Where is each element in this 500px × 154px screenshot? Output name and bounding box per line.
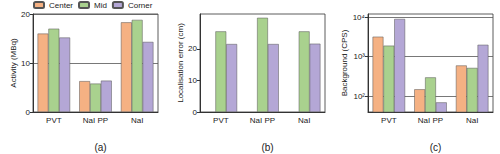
svg-text:0: 0 [26,108,31,117]
svg-text:NaI PP: NaI PP [418,116,443,125]
svg-text:NaI PP: NaI PP [250,116,275,125]
svg-text:Mid: Mid [94,1,107,10]
svg-text:10³: 10³ [353,52,365,61]
svg-text:PVT: PVT [46,116,62,125]
svg-text:PVT: PVT [381,116,397,125]
svg-text:NaI PP: NaI PP [83,116,108,125]
svg-text:Background (CPS): Background (CPS) [340,29,349,96]
svg-text:10: 10 [188,76,197,85]
svg-text:Localisation error (cm): Localisation error (cm) [176,23,185,103]
svg-text:Corner: Corner [128,1,153,10]
svg-text:20: 20 [188,44,197,53]
svg-text:NaI: NaI [466,116,478,125]
svg-text:Activity (MBq): Activity (MBq) [9,38,18,88]
svg-text:NaI: NaI [298,116,310,125]
svg-text:10⁴: 10⁴ [353,13,366,22]
svg-text:Center: Center [49,1,73,10]
svg-text:PVT: PVT [213,116,229,125]
svg-text:20: 20 [21,10,30,19]
svg-text:10: 10 [21,59,30,68]
svg-text:0: 0 [193,108,198,117]
svg-text:(a): (a) [94,142,106,153]
svg-text:(c): (c) [430,142,442,153]
svg-text:(b): (b) [261,142,273,153]
svg-text:10²: 10² [353,92,365,101]
svg-text:NaI: NaI [131,116,143,125]
